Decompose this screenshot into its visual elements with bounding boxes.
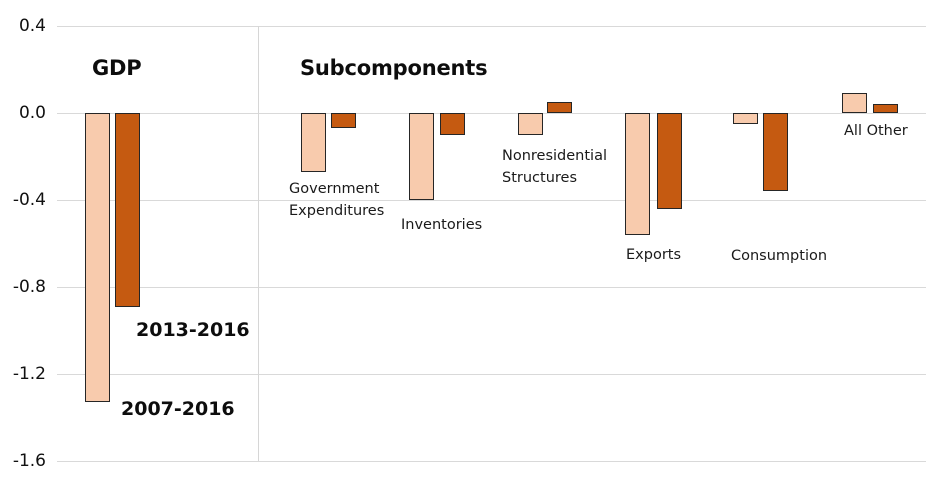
section-title-gdp: GDP <box>92 56 142 80</box>
bar-nonresidential-structures-2007-2016 <box>518 113 543 135</box>
bar-government-expenditures-2013-2016 <box>331 113 356 128</box>
bar-consumption-2013-2016 <box>763 113 788 191</box>
bar-inventories-2007-2016 <box>409 113 434 200</box>
section-title-subcomponents: Subcomponents <box>300 56 488 80</box>
bar-all-other-2007-2016 <box>842 93 867 113</box>
series-label-2007-2016: 2007-2016 <box>121 398 235 420</box>
y-tick-label--1.2: -1.2 <box>12 364 46 384</box>
category-label-government-expenditures: Government Expenditures <box>289 181 385 219</box>
gridline-y--1.6 <box>57 461 926 462</box>
category-label-inventories: Inventories <box>401 217 483 233</box>
gridline-y-0.4 <box>57 26 926 27</box>
category-label-all-other: All Other <box>844 123 908 139</box>
category-label-nonresidential-structures: Nonresidential Structures <box>502 148 607 186</box>
bar-consumption-2007-2016 <box>733 113 758 124</box>
y-tick-label--0.4: -0.4 <box>12 190 46 210</box>
y-tick-label-0.4: 0.4 <box>18 16 46 36</box>
y-tick-label--1.6: -1.6 <box>12 451 46 471</box>
y-tick-label-0.0: 0.0 <box>18 103 46 123</box>
gridline-y--0.8 <box>57 287 926 288</box>
y-tick-label--0.8: -0.8 <box>12 277 46 297</box>
gridline-y--0.4 <box>57 200 926 201</box>
bar-nonresidential-structures-2013-2016 <box>547 102 572 113</box>
section-divider-line <box>258 26 259 461</box>
series-label-2013-2016: 2013-2016 <box>136 319 250 341</box>
category-label-exports: Exports <box>626 247 682 263</box>
category-label-consumption: Consumption <box>731 248 828 264</box>
bar-gdp-2013-2016 <box>115 113 140 307</box>
gridline-y-0.0 <box>57 113 926 114</box>
bar-all-other-2013-2016 <box>873 104 898 113</box>
bar-inventories-2013-2016 <box>440 113 465 135</box>
bar-exports-2013-2016 <box>657 113 682 209</box>
gridline-y--1.2 <box>57 374 926 375</box>
bar-gdp-2007-2016 <box>85 113 110 402</box>
bar-exports-2007-2016 <box>625 113 650 235</box>
bar-government-expenditures-2007-2016 <box>301 113 326 172</box>
